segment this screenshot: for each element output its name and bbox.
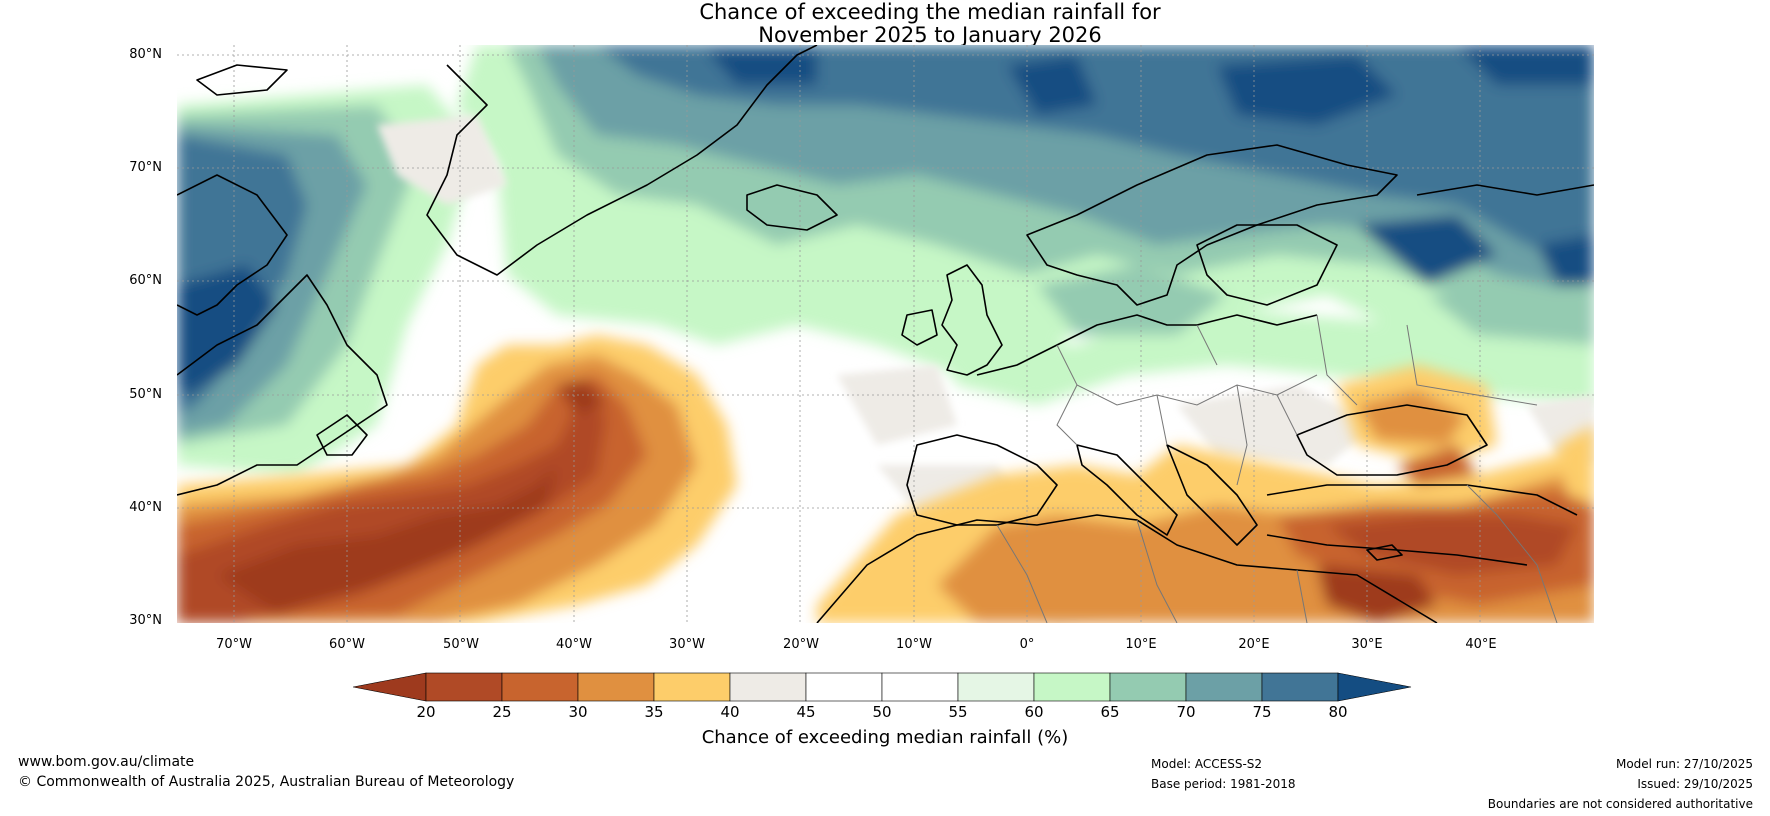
colorbar-segment-20-25 bbox=[425, 672, 503, 702]
colorbar bbox=[353, 672, 1412, 702]
country-borders bbox=[996, 314, 1558, 623]
lat-label-40n: 40°N bbox=[129, 500, 162, 515]
copyright-text: © Commonwealth of Australia 2025, Austra… bbox=[18, 774, 515, 790]
lat-label-80n: 80°N bbox=[129, 47, 162, 62]
colorbar-tick-60: 60 bbox=[1024, 703, 1044, 721]
lon-label-30e: 30°E bbox=[1351, 637, 1383, 652]
lon-label-30w: 30°W bbox=[669, 637, 705, 652]
colorbar-segment-45-50 bbox=[805, 672, 883, 702]
base-period-text: Base period: 1981-2018 bbox=[1151, 777, 1296, 791]
lon-label-60w: 60°W bbox=[329, 637, 365, 652]
colorbar-segment-70-75 bbox=[1185, 672, 1263, 702]
colorbar-tick-20: 20 bbox=[416, 703, 436, 721]
map-title-line-2: November 2025 to January 2026 bbox=[758, 23, 1102, 47]
lon-label-40w: 40°W bbox=[556, 637, 592, 652]
lat-label-50n: 50°N bbox=[129, 387, 162, 402]
colorbar-extend-high bbox=[1337, 672, 1412, 702]
lon-label-50w: 50°W bbox=[443, 637, 479, 652]
map-title-line-1: Chance of exceeding the median rainfall … bbox=[699, 0, 1161, 24]
lon-label-20e: 20°E bbox=[1238, 637, 1270, 652]
graticule bbox=[177, 45, 1594, 623]
lon-label-40e: 40°E bbox=[1465, 637, 1497, 652]
lat-label-30n: 30°N bbox=[129, 613, 162, 628]
colorbar-segment-50-55 bbox=[881, 672, 959, 702]
colorbar-tick-50: 50 bbox=[872, 703, 892, 721]
colorbar-tick-45: 45 bbox=[796, 703, 816, 721]
lon-label-70w: 70°W bbox=[216, 637, 252, 652]
map-canvas bbox=[177, 45, 1594, 623]
colorbar-segment-25-30 bbox=[501, 672, 579, 702]
colorbar-tick-25: 25 bbox=[492, 703, 512, 721]
colorbar-label: Chance of exceeding median rainfall (%) bbox=[701, 727, 1069, 748]
colorbar-tick-70: 70 bbox=[1176, 703, 1196, 721]
model-run-text: Model run: 27/10/2025 bbox=[1615, 757, 1753, 771]
lat-label-60n: 60°N bbox=[129, 273, 162, 288]
colorbar-segment-40-45 bbox=[729, 672, 807, 702]
disclaimer-text: Boundaries are not considered authoritat… bbox=[1487, 797, 1753, 811]
colorbar-tick-40: 40 bbox=[720, 703, 740, 721]
lon-label-10e: 10°E bbox=[1125, 637, 1157, 652]
colorbar-segment-60-65 bbox=[1033, 672, 1111, 702]
issued-text: Issued: 29/10/2025 bbox=[1637, 777, 1753, 791]
colorbar-segment-30-35 bbox=[577, 672, 655, 702]
colorbar-segment-65-70 bbox=[1109, 672, 1187, 702]
colorbar-tick-55: 55 bbox=[948, 703, 968, 721]
coastlines bbox=[177, 45, 1594, 623]
colorbar-tick-65: 65 bbox=[1100, 703, 1120, 721]
lat-label-70n: 70°N bbox=[129, 160, 162, 175]
lon-label-0: 0° bbox=[1019, 637, 1035, 652]
colorbar-extend-low bbox=[353, 672, 427, 702]
colorbar-tick-75: 75 bbox=[1252, 703, 1272, 721]
colorbar-segment-75-80 bbox=[1261, 672, 1339, 702]
lon-label-10w: 10°W bbox=[896, 637, 932, 652]
colorbar-segment-55-60 bbox=[957, 672, 1035, 702]
colorbar-tick-30: 30 bbox=[568, 703, 588, 721]
lon-label-20w: 20°W bbox=[783, 637, 819, 652]
rainfall-map bbox=[177, 45, 1594, 623]
colorbar-tick-80: 80 bbox=[1328, 703, 1348, 721]
colorbar-tick-35: 35 bbox=[644, 703, 664, 721]
colorbar-segment-35-40 bbox=[653, 672, 731, 702]
model-text: Model: ACCESS-S2 bbox=[1151, 757, 1263, 771]
website-text: www.bom.gov.au/climate bbox=[18, 754, 195, 770]
dry-anomaly-regions bbox=[177, 335, 1594, 623]
